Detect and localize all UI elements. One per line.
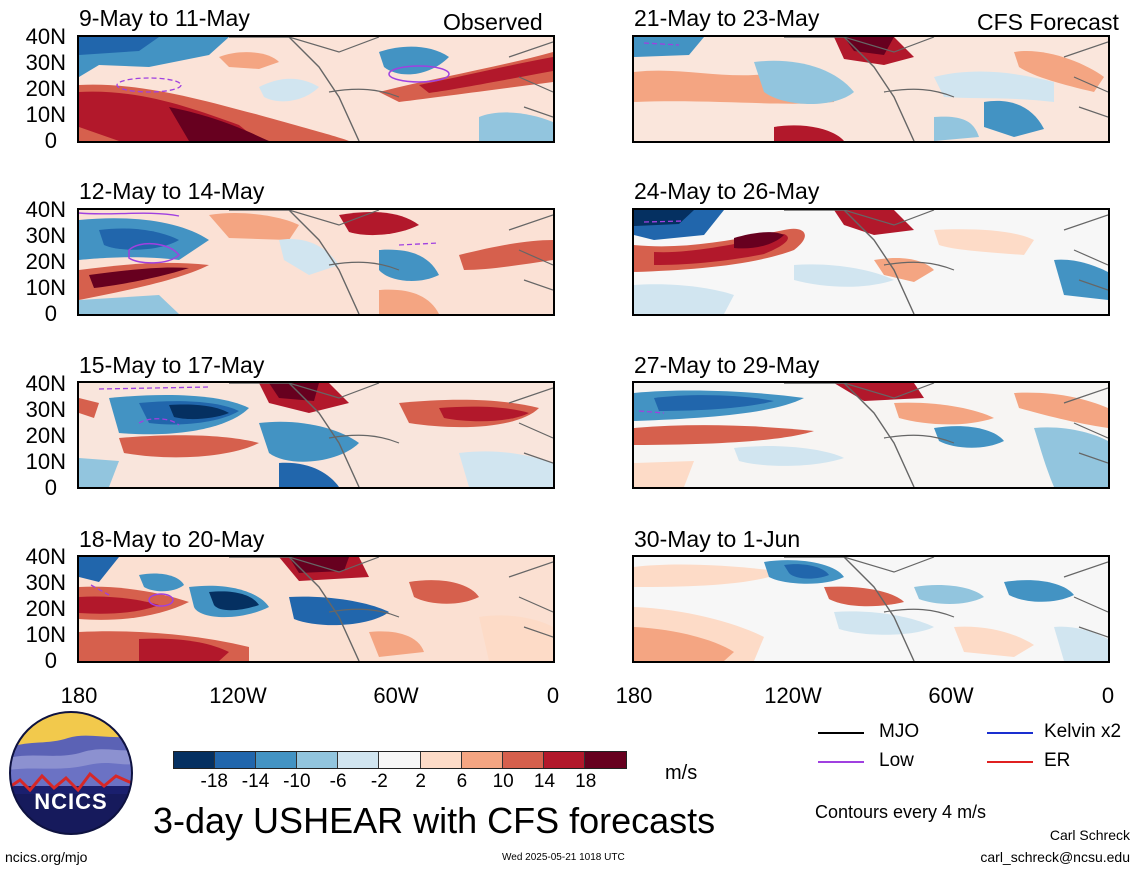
- panel-title: 9-May to 11-May: [79, 5, 250, 31]
- panel-title: 12-May to 14-May: [79, 178, 265, 204]
- lat-label: 10N: [25, 622, 66, 647]
- lat-label: 0: [44, 301, 57, 326]
- colorbar-cell: [215, 752, 257, 768]
- ncics-logo: NCICS: [8, 710, 134, 836]
- panel-tag-forecast: CFS Forecast: [977, 9, 1119, 35]
- colorbar-tick-label: 2: [415, 771, 426, 792]
- panel-title: 15-May to 17-May: [79, 352, 265, 378]
- lat-label: 10N: [25, 275, 66, 300]
- colorbar-tick-label: -2: [370, 771, 388, 792]
- colorbar-tick-label: 10: [492, 771, 514, 792]
- colorbar-cell: [256, 752, 298, 768]
- lon-label: 180: [615, 683, 653, 708]
- lat-label: 0: [44, 475, 57, 500]
- map-panel-fcst-4: [632, 555, 1110, 663]
- legend-label-mjo: MJO: [879, 721, 920, 742]
- colorbar-cell: [174, 752, 216, 768]
- lat-label: 10N: [25, 449, 66, 474]
- colorbar-tick-label: -6: [329, 771, 347, 792]
- map-panel-obs-1: [77, 35, 555, 143]
- lat-label: 30N: [25, 570, 66, 595]
- colorbar-cell: [543, 752, 585, 768]
- lat-label: 40N: [25, 371, 66, 396]
- lat-label: 20N: [25, 249, 66, 274]
- colorbar-cell: [297, 752, 339, 768]
- panel-title: 30-May to 1-Jun: [634, 526, 801, 552]
- lat-label: 20N: [25, 423, 66, 448]
- panel-title: 27-May to 29-May: [634, 352, 820, 378]
- legend-line-er: [987, 761, 1033, 763]
- map-panel-fcst-2: [632, 208, 1110, 316]
- lon-label: 0: [1101, 683, 1115, 708]
- lat-label: 30N: [25, 50, 66, 75]
- lat-label: 40N: [25, 544, 66, 569]
- footer-timestamp: Wed 2025-05-21 1018 UTC: [502, 852, 625, 863]
- lon-label: 60W: [373, 683, 419, 708]
- map-panel-fcst-3: [632, 381, 1110, 489]
- colorbar-cell: [338, 752, 380, 768]
- map-panel-obs-4: [77, 555, 555, 663]
- colorbar-tick-label: 6: [456, 771, 468, 792]
- footer-author: Carl Schreck: [1049, 827, 1130, 843]
- colorbar-cell: [420, 752, 462, 768]
- footer-email: carl_schreck@ncsu.edu: [980, 849, 1130, 865]
- lon-label: 0: [546, 683, 560, 708]
- lat-label: 20N: [25, 596, 66, 621]
- colorbar-tick-label: 18: [575, 771, 597, 792]
- lat-label: 10N: [25, 102, 66, 127]
- lat-label: 30N: [25, 397, 66, 422]
- footer-url: ncics.org/mjo: [5, 849, 88, 865]
- legend-line-kelvin: [987, 732, 1033, 734]
- lat-label: 0: [44, 648, 57, 673]
- colorbar-unit: m/s: [665, 762, 698, 784]
- main-title: 3-day USHEAR with CFS forecasts: [153, 800, 716, 841]
- legend-line-mjo: [818, 732, 864, 734]
- lon-label: 60W: [928, 683, 974, 708]
- contour-note: Contours every 4 m/s: [815, 802, 987, 822]
- colorbar-tick-label: -14: [241, 771, 270, 792]
- lat-label: 20N: [25, 76, 66, 101]
- colorbar-tick-label: 14: [533, 771, 556, 792]
- lon-label: 180: [60, 683, 98, 708]
- lat-label: 0: [44, 128, 57, 153]
- lat-label: 40N: [25, 197, 66, 222]
- panel-tag-observed: Observed: [443, 9, 543, 35]
- colorbar-cell: [461, 752, 503, 768]
- colorbar-tick-label: -18: [200, 771, 228, 792]
- lon-label: 120W: [209, 683, 267, 708]
- legend-label-er: ER: [1044, 750, 1071, 771]
- legend-label-kelvin: Kelvin x2: [1044, 721, 1122, 742]
- colorbar-tick-label: -10: [283, 771, 311, 792]
- map-panel-fcst-1: [632, 35, 1110, 143]
- map-panel-obs-3: [77, 381, 555, 489]
- colorbar-cell: [379, 752, 421, 768]
- panel-title: 21-May to 23-May: [634, 5, 820, 31]
- legend-line-low: [818, 761, 864, 763]
- colorbar-cell: [502, 752, 544, 768]
- logo-text: NCICS: [34, 789, 108, 814]
- panel-title: 18-May to 20-May: [79, 526, 265, 552]
- map-panel-obs-2: [77, 208, 555, 316]
- lon-label: 120W: [764, 683, 822, 708]
- legend-label-low: Low: [879, 750, 914, 771]
- colorbar-cell: [584, 752, 627, 768]
- lat-label: 30N: [25, 223, 66, 248]
- colorbar: [173, 751, 627, 769]
- lat-label: 40N: [25, 24, 66, 49]
- panel-title: 24-May to 26-May: [634, 178, 820, 204]
